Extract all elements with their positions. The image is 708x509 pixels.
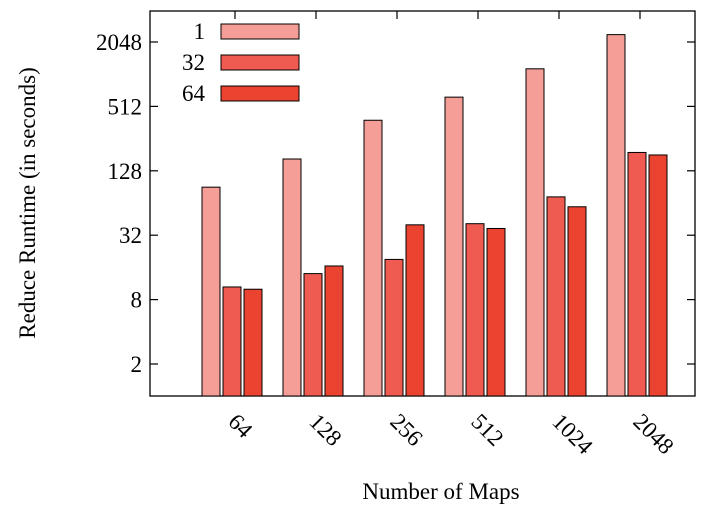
- bar-64-series-64: [243, 288, 263, 397]
- y-tick-label: 8: [131, 288, 143, 313]
- bar-128-series-1: [282, 158, 302, 397]
- x-tick-label: 128: [304, 409, 346, 451]
- y-tick-label: 32: [119, 223, 142, 248]
- bar-512-series-64: [486, 227, 506, 397]
- bar-256-series-64: [405, 224, 425, 397]
- bar-1024-series-32: [546, 196, 566, 397]
- legend-label: 64: [182, 81, 206, 106]
- x-tick-label: 512: [466, 409, 508, 451]
- bar-2048-series-32: [627, 151, 647, 397]
- bar-1024-series-64: [567, 206, 587, 397]
- legend-label: 32: [182, 50, 205, 75]
- y-axis-title: Reduce Runtime (in seconds): [15, 67, 40, 338]
- bar-64-series-32: [222, 286, 242, 397]
- legend-swatch: [220, 23, 300, 40]
- bars: [201, 34, 668, 397]
- bar-512-series-32: [465, 223, 485, 397]
- y-tick-label: 2: [131, 352, 143, 377]
- legend-swatch: [220, 85, 300, 102]
- bar-128-series-32: [303, 273, 323, 397]
- bar-1024-series-1: [525, 68, 545, 397]
- legend: 1 32 64: [182, 19, 300, 106]
- bar-256-series-1: [363, 119, 383, 397]
- bar-256-series-32: [384, 258, 404, 397]
- y-axis: 2 8 32 128 512 2048: [96, 30, 695, 377]
- x-tick-label: 2048: [628, 409, 678, 459]
- x-tick-label: 1024: [547, 409, 598, 460]
- x-axis-title: Number of Maps: [362, 479, 519, 504]
- x-tick-label: 64: [223, 409, 257, 443]
- bar-2048-series-64: [648, 154, 668, 397]
- y-tick-label: 2048: [96, 30, 142, 55]
- bar-512-series-1: [444, 96, 464, 397]
- legend-label: 1: [194, 19, 206, 44]
- x-tick-label: 256: [385, 409, 427, 451]
- bar-2048-series-1: [606, 34, 626, 397]
- bar-128-series-64: [324, 265, 344, 397]
- y-tick-label: 128: [108, 159, 143, 184]
- legend-swatch: [220, 54, 300, 71]
- y-tick-label: 512: [108, 94, 143, 119]
- bar-64-series-1: [201, 186, 221, 397]
